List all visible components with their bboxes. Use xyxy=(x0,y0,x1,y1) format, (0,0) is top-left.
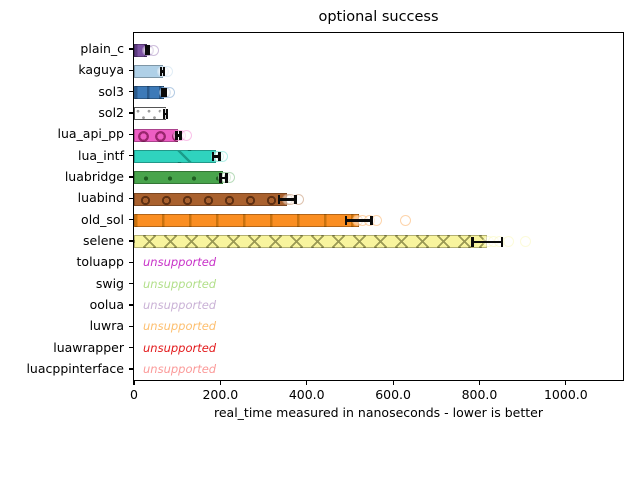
x-tick-label: 400.0 xyxy=(288,387,325,402)
y-tick-mark xyxy=(129,219,133,221)
unsupported-label: unsupported xyxy=(143,340,217,355)
x-tick-label: 800.0 xyxy=(461,387,498,402)
y-axis-label: luacppinterface xyxy=(26,360,124,376)
y-axis-label: old_sol xyxy=(81,211,124,227)
error-bar xyxy=(161,87,167,98)
error-bar-cap-right xyxy=(294,194,297,205)
error-bar-cap-left xyxy=(161,87,164,98)
y-tick-mark xyxy=(129,112,133,114)
x-tick-label: 1000.0 xyxy=(543,387,588,402)
error-bar xyxy=(144,45,150,55)
error-bar-cap-right xyxy=(147,45,150,55)
bar xyxy=(134,235,488,249)
bar xyxy=(134,192,288,206)
y-tick-mark xyxy=(129,91,133,93)
y-axis-label: luwra xyxy=(89,318,124,334)
error-bar-cap-left xyxy=(277,194,281,205)
error-bar-cap-left xyxy=(344,215,348,226)
y-axis-label: oolua xyxy=(89,296,124,312)
unsupported-label: unsupported xyxy=(143,361,217,376)
y-axis-label: luawrapper xyxy=(53,339,124,355)
plot-area: unsupported unsupported unsupported unsuppo… xyxy=(133,32,624,381)
y-axis-label: swig xyxy=(95,275,124,291)
y-tick-mark xyxy=(129,48,133,50)
y-tick-mark xyxy=(129,304,133,306)
y-tick-mark xyxy=(129,347,133,349)
error-bar-cap-right xyxy=(217,151,221,162)
error-bar xyxy=(471,237,504,247)
error-bar-cap-left xyxy=(175,130,178,141)
x-tick-mark xyxy=(478,380,481,385)
error-bar xyxy=(159,66,166,77)
error-bar-cap-left xyxy=(162,109,166,119)
y-axis-label: toluapp xyxy=(76,254,124,270)
sample-point xyxy=(371,215,383,227)
error-bar-cap-left xyxy=(471,237,474,247)
y-tick-mark xyxy=(129,368,133,370)
error-bar xyxy=(277,194,297,205)
x-tick-label: 200.0 xyxy=(202,387,239,402)
unsupported-label: unsupported xyxy=(143,319,217,334)
sample-point xyxy=(503,236,515,248)
y-axis-label: luabind xyxy=(77,190,124,206)
y-axis-label: plain_c xyxy=(80,41,124,56)
y-axis-label: lua_api_pp xyxy=(57,126,125,142)
unsupported-label: unsupported xyxy=(143,297,217,312)
error-bar-cap-right xyxy=(179,130,182,141)
unsupported-label: unsupported xyxy=(143,255,217,270)
y-tick-mark xyxy=(129,133,133,135)
unsupported-label: unsupported xyxy=(143,276,217,291)
error-bar xyxy=(218,173,228,183)
y-tick-mark xyxy=(129,176,133,178)
y-tick-mark xyxy=(129,240,133,242)
x-tick-mark xyxy=(219,380,221,385)
bar xyxy=(134,86,164,100)
error-bar-cap-left xyxy=(218,173,222,183)
y-tick-mark xyxy=(129,69,133,71)
error-bar xyxy=(162,109,169,119)
chart-title: optional success xyxy=(318,9,439,25)
error-bar xyxy=(175,130,182,141)
y-tick-mark xyxy=(129,261,133,263)
y-tick-mark xyxy=(129,197,133,199)
sample-point xyxy=(181,129,193,141)
x-tick-label: 0 xyxy=(130,387,138,402)
y-tick-mark xyxy=(129,325,133,327)
x-tick-mark xyxy=(565,380,567,385)
y-axis-label: sol3 xyxy=(98,83,124,99)
bar xyxy=(134,150,217,164)
error-bar-cap-left xyxy=(144,45,148,55)
error-bar xyxy=(344,215,373,226)
error-bar-cap-right xyxy=(162,66,166,77)
y-tick-mark xyxy=(129,155,133,157)
error-bar-cap-right xyxy=(163,87,167,98)
error-bar-cap-left xyxy=(211,151,215,162)
sample-point xyxy=(519,236,531,248)
bar xyxy=(134,128,179,142)
bar xyxy=(134,171,224,185)
error-bar-cap-left xyxy=(159,66,163,77)
y-axis-label: kaguya xyxy=(78,62,124,78)
x-tick-label: 600.0 xyxy=(375,387,411,402)
error-bar xyxy=(211,151,221,162)
y-tick-mark xyxy=(129,283,133,285)
x-tick-mark xyxy=(306,380,308,385)
sample-point xyxy=(399,215,411,227)
y-axis-label: lua_intf xyxy=(77,147,124,163)
x-axis-label: real_time measured in nanoseconds - lowe… xyxy=(213,405,543,420)
x-tick-mark xyxy=(133,380,135,385)
error-bar-cap-right xyxy=(225,173,228,183)
y-axis-label: sol2 xyxy=(98,104,124,120)
error-bar-cap-right xyxy=(165,109,169,119)
error-bar-cap-right xyxy=(369,215,373,226)
x-tick-mark xyxy=(392,380,394,385)
y-axis-label: selene xyxy=(83,232,124,248)
error-bar-cap-right xyxy=(500,237,504,247)
y-axis-label: luabridge xyxy=(64,168,124,184)
bar xyxy=(134,214,359,228)
